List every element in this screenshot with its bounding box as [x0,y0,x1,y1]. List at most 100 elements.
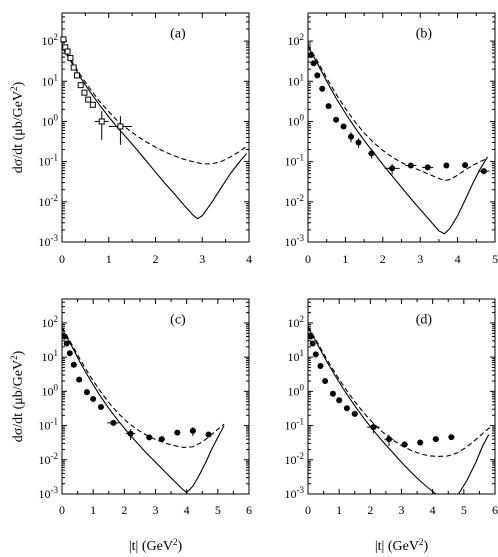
data-point [146,434,153,441]
panel-c: 0 1 2 3 4 5 6 102 101 100 10-1 10-2 10-3 (c) dσ/dt (μb… [9,298,252,554]
marker [117,123,124,130]
data-point [77,82,84,89]
plot-frame [307,12,496,243]
data-point [317,363,324,370]
data-point [307,333,314,340]
y-tick-label: 10-2 [39,451,59,467]
x-tick-label: 0 [305,252,311,266]
y-tick-label: 100 [42,112,59,128]
data-point [348,132,355,143]
marker [309,340,316,347]
marker [448,434,455,441]
marker [370,424,377,431]
marker [368,150,375,157]
data-point [322,378,329,385]
y-tick-label: 100 [288,112,305,128]
marker [424,164,431,171]
marker [389,165,396,172]
data-point [384,163,400,175]
data-point [422,164,434,171]
marker [85,96,92,103]
marker [355,139,362,146]
data-point [432,436,439,443]
data-point [443,162,450,169]
data-point [85,96,92,103]
marker [61,333,68,340]
marker [89,101,96,108]
panel-a: 0 1 2 3 4 102 101 100 10-1 10-2 10-3 (a) dσ/dt (μb/G… [9,12,252,266]
data-point [107,419,120,426]
y-tick-label: 102 [42,32,59,48]
x-tick-label: 3 [399,503,405,517]
x-tick-label: 6 [246,503,252,517]
y-tick-label: 101 [42,348,59,364]
data-point [307,52,314,59]
marker [90,395,97,402]
data-point [174,429,181,436]
data-point [314,72,321,79]
y-tick-label: 10-3 [285,485,305,501]
data-point [94,111,109,140]
marker [158,436,165,443]
marker [325,103,332,110]
data-point [319,85,326,92]
y-tick-label: 10-3 [39,485,59,501]
marker [462,162,469,169]
marker [480,168,487,175]
data-point [89,101,96,108]
data-point [343,405,350,412]
curves [308,44,488,235]
marker [127,430,134,437]
panel-label: (b) [416,26,433,41]
x-tick-label: 3 [199,252,205,266]
data-point [367,422,380,434]
data-point [63,340,70,347]
x-tick-label: 1 [106,252,112,266]
x-tick-label: 4 [430,503,436,517]
marker [348,133,355,140]
dashed-curve [62,45,247,165]
y-tick-label: 100 [288,382,305,398]
x-tick-label: 2 [153,252,159,266]
data-point [76,376,83,383]
plot-frame [307,298,496,495]
marker [76,376,83,383]
x-tick-label: 5 [215,503,221,517]
marker [333,116,340,123]
x-tick-label: 1 [90,503,96,517]
y-tick-label: 101 [288,348,305,364]
data-point [81,89,88,96]
data-point [367,149,376,159]
marker [189,427,196,434]
panel-b: 0 1 2 3 4 5 102 101 100 10-1 10-2 10-3 (b) [285,12,498,266]
data-point [61,333,68,340]
plot-frame [61,12,250,243]
solid-curve [308,326,490,494]
curves [62,326,225,494]
marker [401,441,408,448]
data-point [108,116,133,145]
x-tick-label: 1 [336,503,342,517]
data-point [417,439,424,446]
marker [432,436,439,443]
marker [174,429,181,436]
data-point [64,48,71,55]
x-tick-label: 4 [184,503,190,517]
data-point [70,361,77,368]
y-tick-label: 10-1 [285,153,305,169]
y-axis-title: dσ/dt (μb/GeV2) [9,81,26,173]
solid-curve [308,45,488,235]
x-tick-label: 0 [59,252,65,266]
data-point [340,123,347,130]
marker [417,439,424,446]
marker [351,410,358,417]
marker [97,403,104,410]
y-tick-label: 102 [288,314,305,330]
panel-label: (c) [170,313,186,328]
x-tick-label: 2 [380,252,386,266]
data-point [310,60,317,67]
marker [319,85,326,92]
marker [83,389,90,396]
y-tick-label: 101 [288,72,305,88]
